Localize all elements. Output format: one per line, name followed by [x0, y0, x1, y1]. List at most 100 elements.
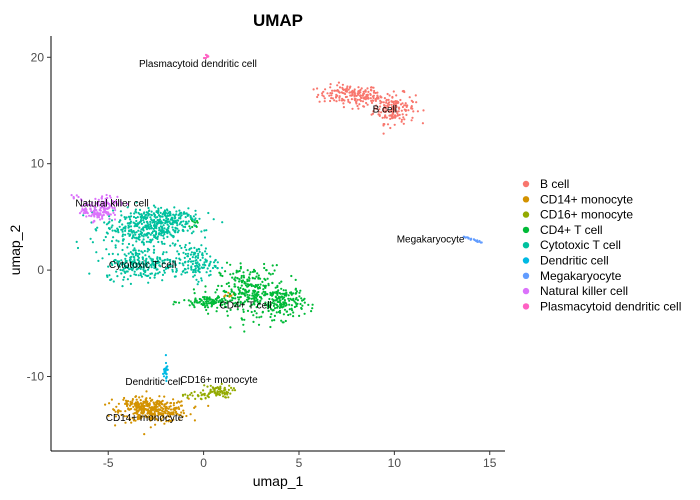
data-point [129, 282, 132, 285]
data-point [116, 203, 119, 206]
data-point [167, 407, 170, 410]
data-point [284, 319, 287, 323]
legend-label: CD16+ monocyte [540, 208, 633, 222]
data-point [240, 276, 243, 279]
data-point [242, 301, 245, 304]
data-point [178, 223, 181, 226]
data-point [123, 216, 126, 219]
data-point [140, 214, 143, 217]
data-point [190, 217, 193, 220]
data-point [268, 306, 271, 309]
data-point [240, 284, 243, 287]
data-point [215, 288, 219, 291]
data-point [242, 310, 245, 313]
data-point [348, 86, 351, 89]
data-point [214, 259, 217, 262]
data-point [172, 418, 175, 421]
data-point [152, 245, 155, 248]
data-point [176, 412, 179, 415]
data-point [388, 110, 392, 113]
data-point [187, 252, 190, 255]
data-point [357, 93, 360, 96]
data-point [283, 308, 287, 311]
data-point [358, 98, 361, 101]
legend-key [522, 272, 530, 279]
data-point [262, 288, 265, 291]
data-point [102, 239, 105, 242]
data-point [394, 103, 397, 106]
data-point [142, 402, 145, 405]
data-point [137, 274, 140, 277]
data-point [122, 398, 125, 401]
data-point [223, 391, 226, 394]
data-point [285, 291, 288, 294]
data-point [238, 269, 241, 273]
data-point [270, 294, 274, 297]
data-point [365, 95, 368, 98]
data-point [254, 285, 257, 289]
data-point [111, 206, 114, 209]
data-point [201, 254, 204, 257]
data-point [233, 283, 236, 286]
data-point [111, 209, 115, 212]
data-point [377, 110, 380, 113]
data-point [340, 91, 343, 94]
data-point [171, 411, 174, 414]
data-point [206, 306, 210, 309]
data-point [280, 280, 283, 283]
data-point [133, 256, 136, 259]
data-point [388, 94, 391, 97]
data-point [145, 213, 148, 216]
data-point [107, 414, 110, 417]
data-point [137, 229, 140, 232]
data-point [144, 264, 147, 267]
data-point [166, 401, 169, 404]
data-point [148, 240, 151, 243]
data-point [209, 384, 212, 387]
data-point [235, 271, 238, 274]
data-point [163, 269, 166, 272]
data-point [403, 90, 406, 94]
data-point [205, 271, 208, 274]
data-point [175, 407, 178, 410]
data-point [253, 310, 256, 313]
chart-title: UMAP [253, 11, 303, 30]
data-point [229, 326, 232, 329]
data-point [88, 214, 91, 217]
data-point [231, 296, 234, 299]
data-point [311, 307, 314, 310]
data-point [382, 132, 385, 135]
data-point [323, 97, 326, 100]
data-point [135, 240, 138, 243]
data-point [188, 247, 191, 250]
data-point [134, 395, 138, 398]
data-point [285, 294, 288, 297]
data-point [476, 240, 479, 243]
legend-key [522, 211, 530, 218]
data-point [199, 298, 202, 301]
data-point [97, 198, 100, 201]
data-point [142, 219, 145, 222]
data-point [163, 231, 166, 234]
data-point [370, 99, 373, 102]
data-point [159, 225, 162, 228]
data-point [121, 269, 124, 272]
data-point [363, 97, 366, 100]
data-point [181, 262, 184, 265]
data-point [146, 250, 149, 253]
data-point [135, 398, 138, 401]
data-point [255, 312, 258, 315]
data-point [158, 404, 161, 407]
data-point [178, 209, 181, 212]
data-point [160, 231, 164, 234]
data-point [133, 258, 136, 261]
series-plasmacytoid-dendritic-cell [202, 53, 210, 60]
data-point [396, 112, 399, 115]
data-point [287, 297, 290, 300]
data-point [193, 224, 196, 227]
data-point [144, 414, 147, 417]
data-point [173, 407, 176, 410]
data-point [245, 298, 248, 301]
data-point [147, 281, 150, 284]
data-point [82, 212, 85, 215]
